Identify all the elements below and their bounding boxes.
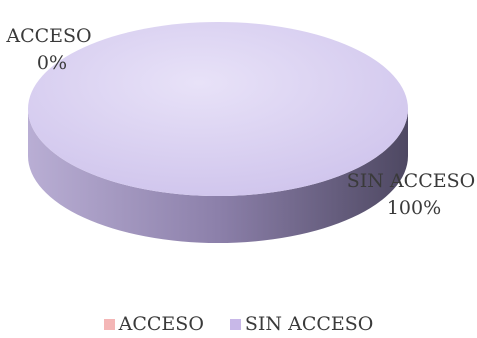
legend-swatch-sin-acceso bbox=[229, 318, 241, 330]
data-label-acceso: ACCESO 0% bbox=[5, 25, 97, 74]
legend-label-sin-acceso: SIN ACCESO bbox=[244, 313, 374, 335]
legend-item-sin-acceso: SIN ACCESO bbox=[229, 313, 374, 335]
pie-slice-sin-acceso bbox=[28, 22, 408, 196]
legend-label-acceso: ACCESO bbox=[118, 313, 204, 335]
data-label-sin-acceso: SIN ACCESO 100% bbox=[347, 170, 477, 219]
legend: ACCESO SIN ACCESO bbox=[0, 313, 477, 335]
legend-item-acceso: ACCESO bbox=[103, 313, 204, 335]
pie-slice-side-sin-acceso bbox=[28, 109, 408, 243]
legend-swatch-acceso bbox=[103, 318, 115, 330]
